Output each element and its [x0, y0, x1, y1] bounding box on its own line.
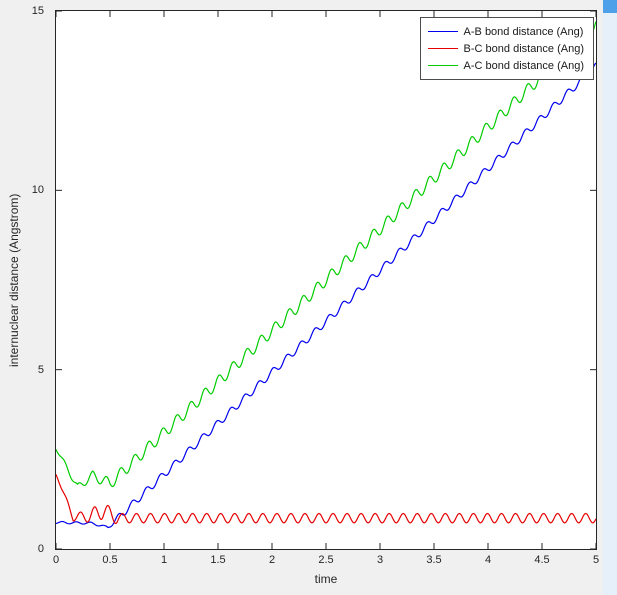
scrollbar-top-button[interactable] — [603, 0, 617, 13]
series-line — [56, 474, 596, 525]
x-tick-label: 4 — [484, 554, 492, 566]
legend: A-B bond distance (Ang) B-C bond distance… — [419, 17, 594, 80]
y-tick-label: 15 — [31, 5, 44, 17]
x-tick-label: 3.5 — [426, 554, 442, 566]
x-tick-label: 2 — [268, 554, 276, 566]
legend-line-sample — [427, 65, 458, 66]
legend-label: A-C bond distance (Ang) — [463, 59, 584, 72]
series-line — [56, 21, 596, 488]
x-tick-label: 3 — [376, 554, 384, 566]
figure-window: internuclear distance (Angstrom) A-B bon… — [0, 5, 600, 586]
y-tick-labels: 0 5 10 15 — [0, 5, 49, 555]
x-tick-label: 4.5 — [534, 554, 550, 566]
scrollbar[interactable] — [603, 0, 617, 595]
x-tick-label: 0 — [52, 554, 60, 566]
x-axis-label: time — [314, 572, 338, 586]
plot-area: A-B bond distance (Ang) B-C bond distance… — [55, 10, 597, 550]
x-tick-label: 5 — [592, 554, 600, 566]
x-tick-label: 1 — [160, 554, 168, 566]
x-tick-labels: 0 0.5 1 1.5 2 2.5 3 3.5 4 4.5 5 — [52, 554, 600, 568]
x-tick-label: 2.5 — [318, 554, 334, 566]
y-tick-label: 10 — [31, 184, 44, 197]
legend-label: A-B bond distance (Ang) — [463, 25, 584, 38]
legend-line-sample — [427, 48, 458, 49]
y-tick-label: 0 — [37, 543, 44, 555]
legend-entry: A-C bond distance (Ang) — [427, 57, 584, 74]
legend-entry: B-C bond distance (Ang) — [427, 40, 584, 57]
x-tick-label: 1.5 — [210, 554, 226, 566]
y-tick-label: 5 — [37, 363, 44, 376]
legend-label: B-C bond distance (Ang) — [463, 42, 584, 55]
series-line — [56, 62, 596, 529]
legend-line-sample — [427, 31, 458, 32]
chart-canvas — [56, 11, 596, 549]
x-tick-label: 0.5 — [102, 554, 118, 566]
legend-entry: A-B bond distance (Ang) — [427, 23, 584, 40]
